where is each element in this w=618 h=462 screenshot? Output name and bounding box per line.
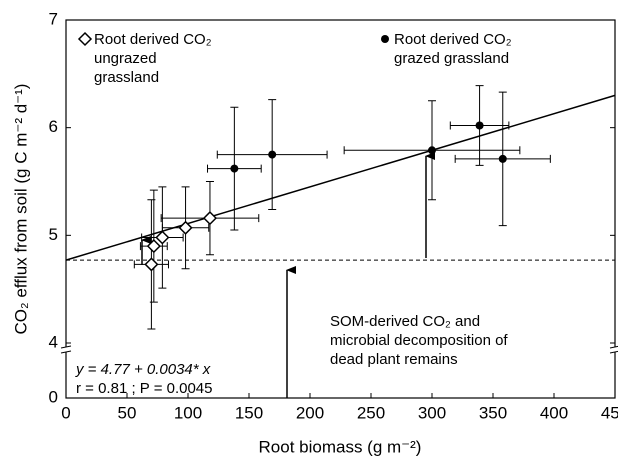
stats: r = 0.81 ; P = 0.0045: [76, 380, 213, 397]
y-tick-label: 4: [49, 332, 58, 351]
y-tick-label: 0: [49, 387, 58, 406]
x-tick-label: 100: [174, 403, 202, 422]
regression-line: [65, 94, 616, 261]
y-tick-label: 6: [49, 117, 58, 136]
legend-symbol: [77, 31, 93, 47]
x-tick-label: 300: [418, 403, 446, 422]
x-tick-label: 150: [235, 403, 263, 422]
legend-label: Root derived CO₂ grazed grassland: [394, 31, 512, 67]
point: [428, 146, 436, 155]
point: [268, 150, 277, 159]
point: [155, 230, 170, 245]
legend-label: Root derived CO₂ ungrazed grassland: [94, 31, 212, 86]
axis-break: [61, 347, 71, 352]
x-tick-label: 350: [479, 403, 507, 422]
axis-break: [609, 350, 618, 354]
point: [230, 164, 239, 173]
point: [144, 257, 159, 272]
legend-symbol: [381, 35, 389, 43]
point: [498, 154, 507, 163]
point: [178, 220, 193, 235]
axis-break: [609, 345, 618, 349]
axis-break: [60, 350, 72, 354]
y-tick-label: 7: [49, 9, 58, 28]
axis-break: [60, 345, 72, 349]
x-tick-label: 200: [296, 403, 324, 422]
point: [475, 121, 484, 130]
x-axis-label: Root biomass (g m⁻²): [259, 437, 422, 456]
x-tick-label: 50: [118, 403, 137, 422]
plot-frame: [65, 19, 616, 399]
y-axis-label: CO₂ efflux from soil (g C m⁻² d⁻¹): [11, 84, 30, 335]
x-tick-label: 400: [540, 403, 568, 422]
equation: y = 4.77 + 0.0034* x: [76, 361, 211, 378]
y-tick-label: 5: [49, 225, 58, 244]
x-tick-label: 450: [601, 403, 618, 422]
x-tick-label: 250: [357, 403, 385, 422]
axis-break: [610, 347, 618, 352]
baseline-annotation: SOM-derived CO₂ and microbial decomposit…: [330, 313, 508, 368]
x-tick-label: 0: [61, 403, 70, 422]
point: [146, 239, 161, 254]
point: [202, 211, 218, 226]
